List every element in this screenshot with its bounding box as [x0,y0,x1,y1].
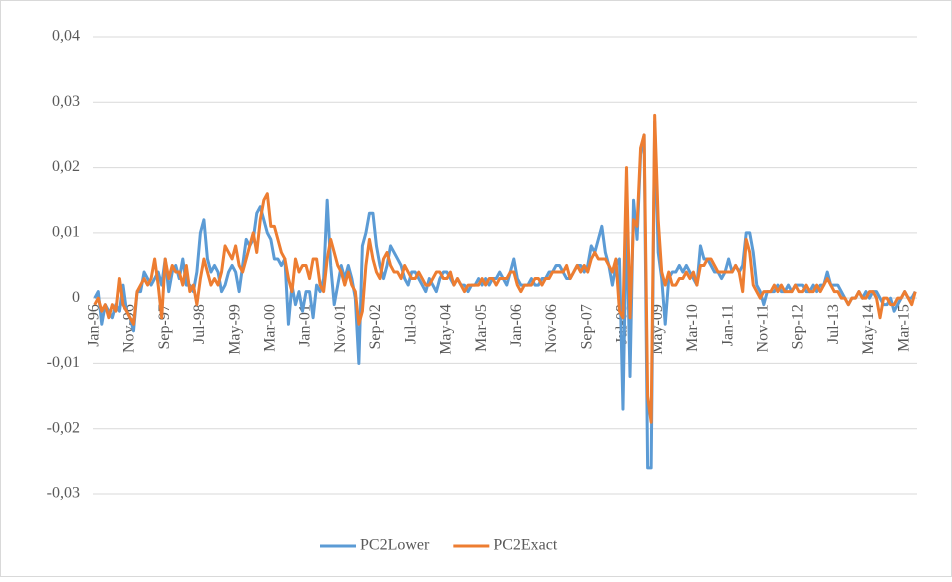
x-tick-label: Jan-06 [508,304,525,347]
x-tick-label: Jul-03 [402,304,419,344]
series-line [93,113,917,424]
x-tick-label: Nov-06 [543,304,560,353]
x-tick-label: Sep-07 [578,304,595,349]
x-tick-label: Jul-98 [191,304,208,344]
series-line [93,120,917,470]
x-tick-label: Mar-15 [895,304,912,352]
y-tick-label: -0,02 [47,419,80,436]
x-tick-label: Sep-02 [367,304,384,349]
x-tick-label: Nov-11 [754,304,771,352]
x-tick-label: May-04 [438,304,455,355]
y-tick-label: 0,01 [52,224,80,241]
x-tick-label: Sep-97 [156,304,173,349]
x-tick-label: Jan-11 [719,304,736,346]
x-tick-label: Mar-00 [262,304,279,352]
x-tick-label: Mar-10 [684,304,701,352]
x-tick-label: Jul-13 [825,304,842,344]
legend-label: PC2Lower [360,537,430,554]
x-tick-label: May-14 [860,304,877,355]
x-tick-label: May-99 [226,304,243,355]
y-tick-label: 0,04 [52,28,80,45]
y-tick-label: 0 [72,289,80,306]
y-tick-label: -0,03 [47,485,80,502]
x-tick-label: Jan-96 [85,304,102,347]
x-tick-label: Sep-12 [790,304,807,349]
y-tick-label: 0,03 [52,93,80,110]
x-tick-label: Jan-01 [297,304,314,347]
y-tick-label: -0,01 [47,354,80,371]
x-tick-label: Nov-01 [332,304,349,353]
legend-label: PC2Exact [493,537,558,554]
x-tick-label: Mar-05 [473,304,490,352]
y-tick-label: 0,02 [52,158,80,175]
